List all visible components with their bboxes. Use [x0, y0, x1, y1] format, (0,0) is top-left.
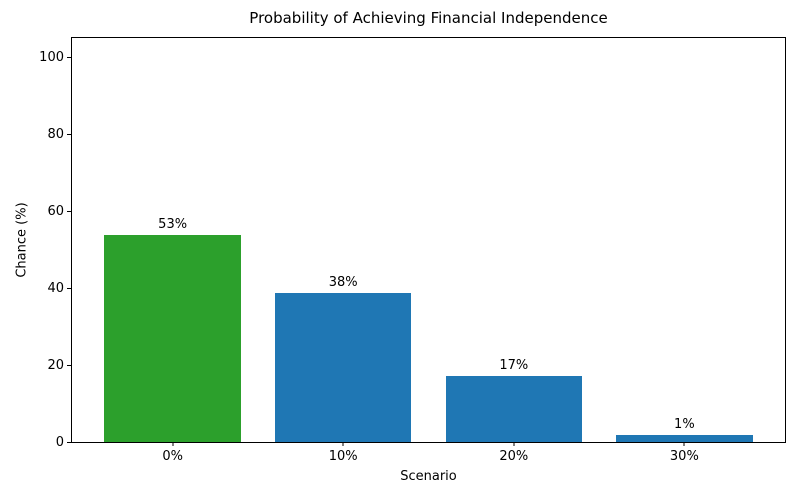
x-tick-mark	[172, 442, 174, 446]
bar-value-label: 17%	[499, 358, 529, 374]
y-tick-mark	[67, 287, 71, 289]
x-tick-mark	[683, 442, 685, 446]
y-tick-label: 0	[55, 434, 64, 450]
chart-title: Probability of Achieving Financial Indep…	[249, 9, 608, 27]
x-tick-mark	[513, 442, 515, 446]
x-axis-label: Scenario	[400, 469, 457, 484]
bar-value-label: 38%	[328, 274, 358, 290]
y-tick-label: 80	[47, 126, 64, 142]
bar-value-label: 53%	[158, 217, 188, 232]
x-tick-label: 0%	[162, 449, 183, 464]
y-tick-label: 20	[47, 357, 64, 373]
y-tick-label: 40	[47, 280, 64, 296]
x-tick-mark	[342, 442, 344, 446]
x-tick-label: 20%	[499, 449, 529, 464]
y-tick-label: 60	[47, 203, 64, 219]
bar-10%	[274, 292, 412, 442]
bar-30%	[616, 435, 753, 442]
y-axis-label: Chance (%)	[14, 202, 30, 278]
y-tick-mark	[67, 210, 71, 212]
y-tick-mark	[67, 133, 71, 135]
y-tick-mark	[67, 364, 71, 366]
bar-value-label: 1%	[674, 417, 695, 433]
bar-0%	[104, 235, 241, 442]
y-tick-mark	[67, 56, 71, 58]
x-tick-label: 30%	[669, 449, 699, 464]
bar-20%	[445, 376, 582, 442]
plot-area: 0 20 40 60 80 100 53% 0% 38% 10% 17% 20% 1% 30%	[39, 37, 786, 464]
y-tick-mark	[67, 441, 71, 443]
x-tick-label: 10%	[328, 449, 358, 464]
y-tick-label: 100	[39, 49, 64, 65]
